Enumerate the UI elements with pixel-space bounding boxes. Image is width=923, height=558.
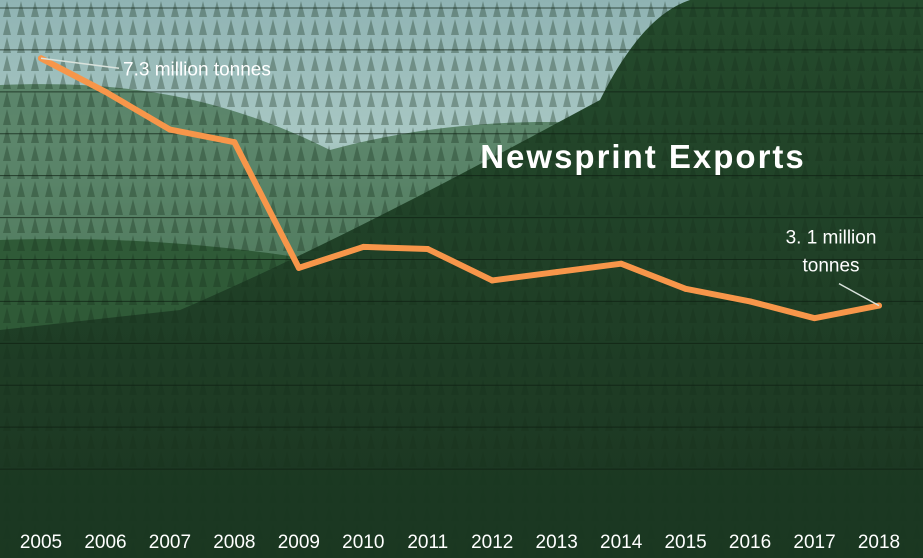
data-point (489, 277, 496, 284)
x-tick-label: 2008 (213, 532, 255, 553)
data-point (682, 285, 689, 292)
x-tick-label: 2012 (471, 532, 513, 553)
x-tick-label: 2007 (149, 532, 191, 553)
annotation-label: 7.3 million tonnes (123, 59, 271, 80)
annotation-leader-line (838, 282, 880, 307)
x-tick-label: 2006 (84, 532, 126, 553)
annotation-label: 3. 1 million (786, 228, 877, 249)
data-point (166, 126, 173, 133)
x-tick-label: 2018 (858, 532, 900, 553)
x-tick-label: 2011 (407, 532, 448, 553)
x-tick-label: 2016 (729, 532, 771, 553)
data-point (811, 315, 818, 322)
data-point (424, 246, 431, 253)
data-point (553, 269, 560, 276)
data-point (295, 264, 302, 271)
annotation-layer: 7.3 million tonnes 3. 1 million tonnes (40, 57, 880, 307)
data-point (231, 139, 238, 146)
x-tick-label: 2014 (600, 532, 643, 553)
series-line (38, 55, 882, 322)
x-tick-label: 2005 (20, 532, 62, 553)
data-line-layer (38, 55, 882, 322)
x-axis-ticks: 2005 2006 2007 2008 2009 2010 2011 2012 2013 2014… (20, 532, 900, 553)
x-tick-label: 2010 (342, 532, 384, 553)
x-tick-label: 2013 (536, 532, 578, 553)
annotation-leader-line (40, 57, 120, 70)
data-point (747, 298, 754, 305)
annotation-label: tonnes (802, 256, 859, 277)
x-tick-label: 2015 (664, 532, 706, 553)
gridlines (0, 7, 923, 470)
data-point (102, 88, 109, 95)
data-point (360, 243, 367, 250)
data-point (618, 260, 625, 267)
chart-title: Newsprint Exports (480, 138, 806, 175)
x-tick-label: 2009 (278, 532, 320, 553)
x-tick-label: 2017 (793, 532, 835, 553)
